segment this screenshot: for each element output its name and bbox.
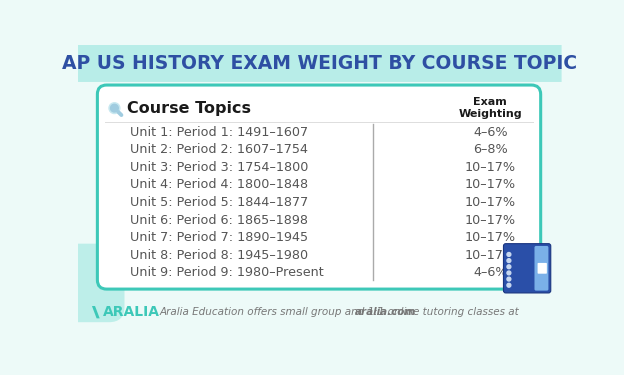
Text: Unit 1: Period 1: 1491–1607: Unit 1: Period 1: 1491–1607 <box>130 126 308 139</box>
Polygon shape <box>92 306 100 318</box>
Text: Unit 8: Period 8: 1945–1980: Unit 8: Period 8: 1945–1980 <box>130 249 308 262</box>
Text: Unit 2: Period 2: 1607–1754: Unit 2: Period 2: 1607–1754 <box>130 143 308 156</box>
Text: 10–17%: 10–17% <box>465 161 516 174</box>
Circle shape <box>507 277 511 281</box>
Circle shape <box>507 252 511 257</box>
Circle shape <box>507 284 511 287</box>
Circle shape <box>507 265 511 268</box>
FancyBboxPatch shape <box>46 244 125 322</box>
FancyBboxPatch shape <box>504 244 551 293</box>
Text: 4–6%: 4–6% <box>473 126 507 139</box>
Text: ARALIA: ARALIA <box>103 305 160 319</box>
Text: 6–8%: 6–8% <box>473 143 508 156</box>
Circle shape <box>507 271 511 275</box>
FancyBboxPatch shape <box>537 263 547 274</box>
Text: 10–17%: 10–17% <box>465 213 516 226</box>
Text: Course Topics: Course Topics <box>127 100 251 116</box>
Text: 10–17%: 10–17% <box>465 231 516 244</box>
Text: Unit 3: Period 3: 1754–1800: Unit 3: Period 3: 1754–1800 <box>130 161 308 174</box>
Text: Unit 4: Period 4: 1800–1848: Unit 4: Period 4: 1800–1848 <box>130 178 308 191</box>
Text: AP US HISTORY EXAM WEIGHT BY COURSE TOPIC: AP US HISTORY EXAM WEIGHT BY COURSE TOPI… <box>62 54 577 73</box>
Text: Exam
Weighting: Exam Weighting <box>459 97 522 119</box>
Circle shape <box>507 259 511 262</box>
Text: 10–17%: 10–17% <box>465 196 516 209</box>
Circle shape <box>109 103 120 114</box>
Text: Unit 5: Period 5: 1844–1877: Unit 5: Period 5: 1844–1877 <box>130 196 308 209</box>
Text: aralia.com: aralia.com <box>354 307 416 317</box>
Text: Unit 9: Period 9: 1980–Present: Unit 9: Period 9: 1980–Present <box>130 266 324 279</box>
FancyBboxPatch shape <box>78 45 562 82</box>
Text: Aralia Education offers small group and 1:1 online tutoring classes at: Aralia Education offers small group and … <box>159 307 522 317</box>
FancyBboxPatch shape <box>97 85 540 289</box>
Text: Unit 7: Period 7: 1890–1945: Unit 7: Period 7: 1890–1945 <box>130 231 308 244</box>
Text: Unit 6: Period 6: 1865–1898: Unit 6: Period 6: 1865–1898 <box>130 213 308 226</box>
Circle shape <box>110 104 119 112</box>
Text: 4–6%: 4–6% <box>473 266 507 279</box>
Text: 10–17%: 10–17% <box>465 249 516 262</box>
Text: 10–17%: 10–17% <box>465 178 516 191</box>
FancyBboxPatch shape <box>535 246 548 291</box>
